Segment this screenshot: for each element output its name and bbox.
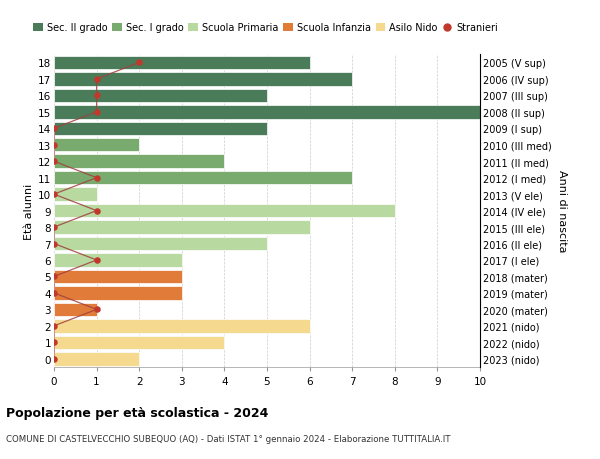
Point — [49, 158, 59, 166]
Point — [92, 92, 101, 100]
Point — [49, 273, 59, 280]
Text: Popolazione per età scolastica - 2024: Popolazione per età scolastica - 2024 — [6, 406, 268, 419]
Bar — [54, 56, 310, 70]
Bar — [54, 122, 267, 136]
Bar — [54, 352, 139, 366]
Point — [92, 76, 101, 84]
Bar — [54, 172, 352, 185]
Point — [49, 125, 59, 133]
Text: COMUNE DI CASTELVECCHIO SUBEQUO (AQ) - Dati ISTAT 1° gennaio 2024 - Elaborazione: COMUNE DI CASTELVECCHIO SUBEQUO (AQ) - D… — [6, 434, 451, 443]
Y-axis label: Età alunni: Età alunni — [24, 183, 34, 239]
Bar — [54, 303, 97, 316]
Bar — [54, 73, 352, 86]
Point — [92, 306, 101, 313]
Bar — [54, 237, 267, 251]
Point — [49, 339, 59, 346]
Bar — [54, 286, 182, 300]
Point — [134, 60, 144, 67]
Y-axis label: Anni di nascita: Anni di nascita — [557, 170, 567, 252]
Point — [92, 207, 101, 215]
Bar — [54, 254, 182, 267]
Bar — [54, 90, 267, 103]
Bar — [54, 188, 97, 202]
Bar — [54, 139, 139, 152]
Point — [92, 257, 101, 264]
Point — [49, 142, 59, 149]
Bar — [54, 319, 310, 333]
Bar — [54, 270, 182, 284]
Point — [92, 109, 101, 116]
Point — [49, 191, 59, 198]
Point — [92, 174, 101, 182]
Point — [49, 241, 59, 248]
Legend: Sec. II grado, Sec. I grado, Scuola Primaria, Scuola Infanzia, Asilo Nido, Stran: Sec. II grado, Sec. I grado, Scuola Prim… — [29, 19, 502, 37]
Bar — [54, 155, 224, 168]
Point — [49, 355, 59, 363]
Point — [49, 323, 59, 330]
Point — [49, 290, 59, 297]
Point — [49, 224, 59, 231]
Bar — [54, 204, 395, 218]
Bar — [54, 106, 480, 119]
Bar — [54, 221, 310, 234]
Bar — [54, 336, 224, 349]
